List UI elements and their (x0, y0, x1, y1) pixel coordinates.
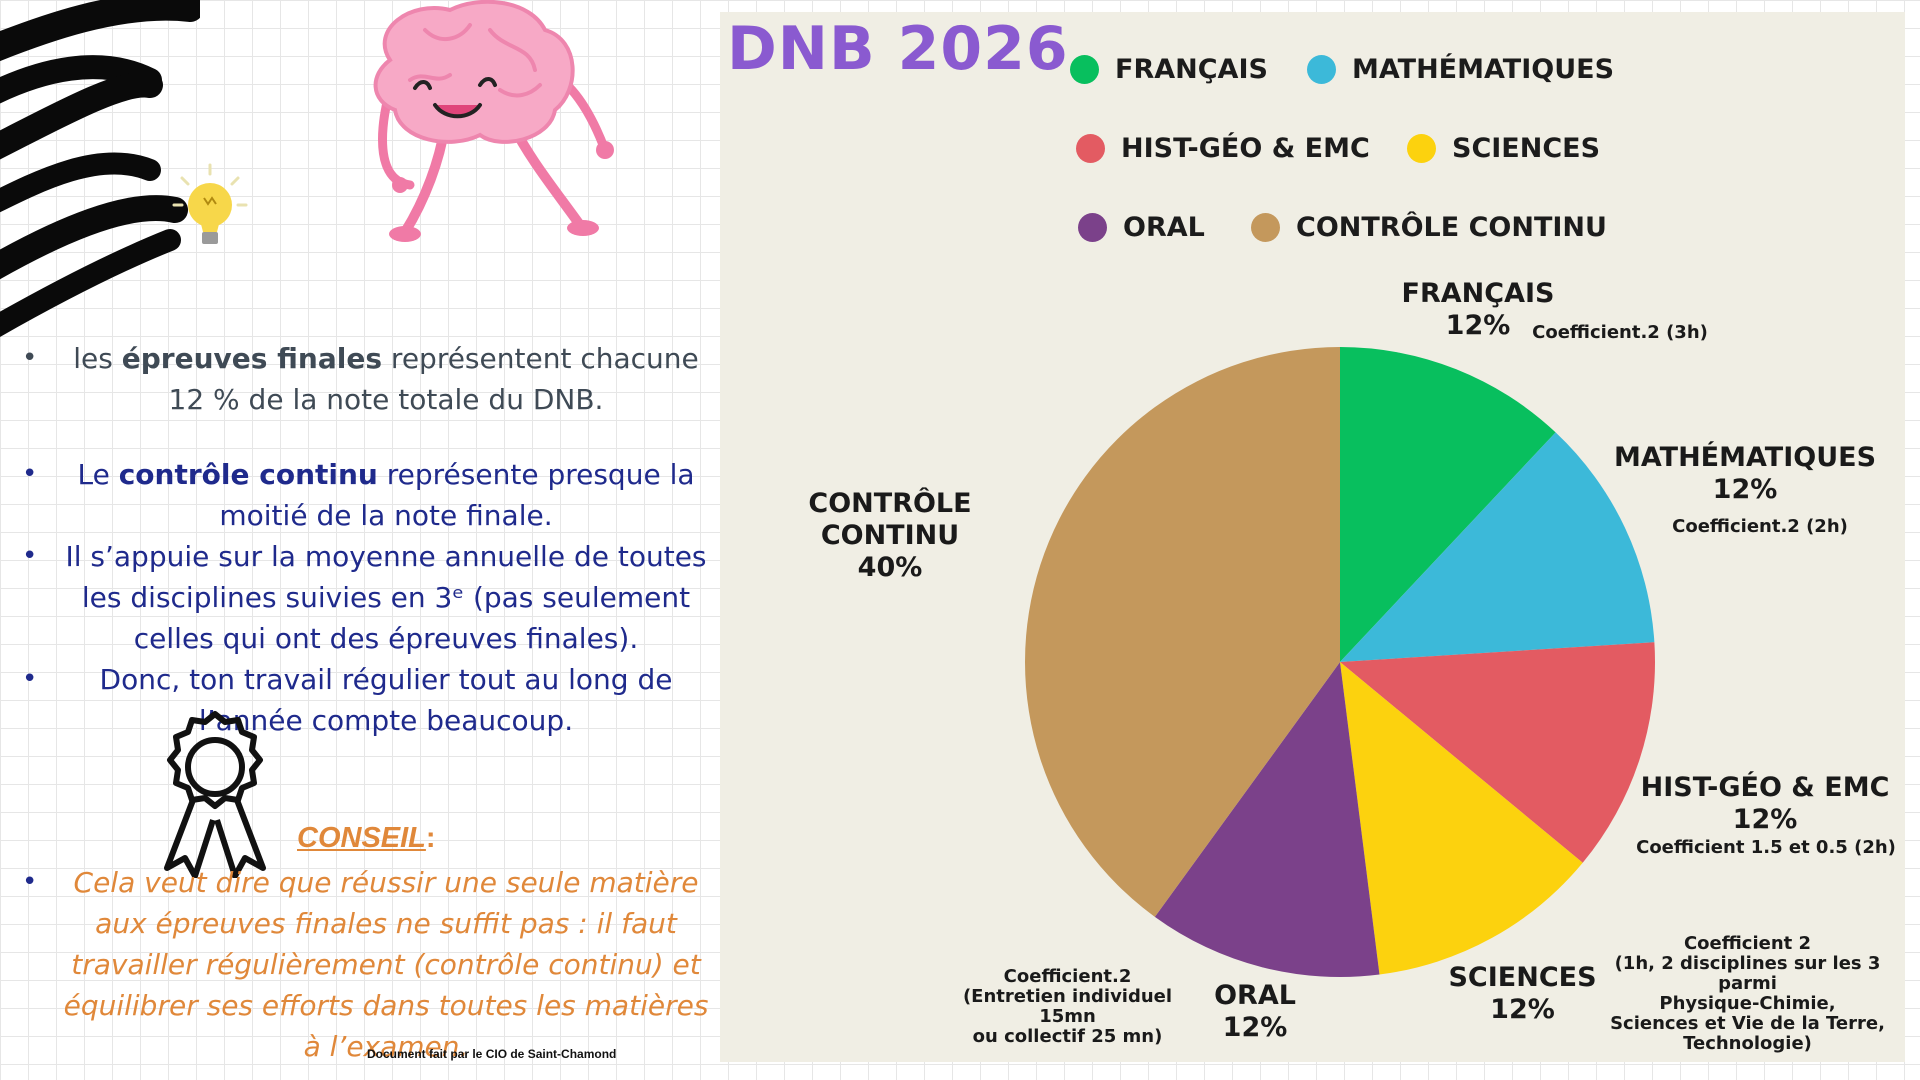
bullet-conseil-text: • Cela veut dire que réussir une seule m… (22, 862, 720, 1067)
legend-item-histgeo: HIST-GÉO & EMC (1076, 133, 1370, 164)
legend-swatch (1078, 213, 1107, 242)
pie-slice-hist-g-o-emc (1340, 642, 1655, 863)
pie-chart (1025, 347, 1655, 977)
footer-credit: Document fait par le CIO de Saint-Chamon… (367, 1047, 617, 1061)
legend-swatch (1251, 213, 1280, 242)
bold-epreuves-finales: épreuves finales (121, 342, 383, 375)
chart-title: DNB 2026 (727, 14, 1069, 84)
pie-slice-oral (1154, 662, 1380, 977)
pie-slice-sciences (1340, 662, 1583, 975)
slice-coef-mathematiques: Coefficient.2 (2h) (1672, 516, 1848, 537)
slice-coef-oral: Coefficient.2 (Entretien individuel 15mn… (962, 966, 1173, 1047)
slice-label-histgeo: HIST-GÉO & EMC 12% (1640, 772, 1890, 835)
slice-label-oral: ORAL 12% (1214, 980, 1296, 1043)
bullet-dot: • (22, 541, 38, 571)
bullet-epreuves-finales: • les épreuves finales représentent chac… (22, 338, 720, 420)
slice-label-mathematiques: MATHÉMATIQUES 12% (1613, 442, 1877, 505)
slice-label-sciences: SCIENCES 12% (1448, 962, 1597, 1025)
pie-slice-contr-le-continu (1025, 347, 1340, 917)
legend-item-francais: FRANÇAIS (1070, 54, 1268, 85)
legend-swatch (1070, 55, 1099, 84)
pie-slice-fran-ais (1340, 347, 1556, 662)
legend-swatch (1407, 134, 1436, 163)
brain-mascot-icon (373, 0, 614, 242)
legend-swatch (1076, 134, 1105, 163)
bold-controle-continu: contrôle continu (118, 458, 378, 491)
legend-item-controle-continu: CONTRÔLE CONTINU (1251, 212, 1607, 243)
bullet-controle-continu: • Le contrôle continu représente presque… (22, 454, 720, 536)
bullet-travail-regulier: • Donc, ton travail régulier tout au lon… (22, 659, 720, 741)
slice-coef-histgeo: Coefficient 1.5 et 0.5 (2h) (1636, 837, 1896, 858)
bullet-dot: • (22, 459, 38, 489)
light-bulb-icon (172, 163, 248, 244)
slice-label-francais: FRANÇAIS 12% (1401, 278, 1555, 341)
slice-coef-sciences: Coefficient 2 (1h, 2 disciplines sur les… (1610, 933, 1885, 1054)
legend-swatch (1307, 55, 1336, 84)
legend-item-oral: ORAL (1078, 212, 1205, 243)
conseil-heading: CONSEIL: (297, 822, 436, 854)
pie-slice-math-matiques (1340, 432, 1655, 662)
slice-coef-francais: Coefficient.2 (3h) (1532, 322, 1708, 343)
award-ribbon-icon (164, 711, 266, 878)
legend-item-sciences: SCIENCES (1407, 133, 1600, 164)
slice-label-controle-continu: CONTRÔLE CONTINU 40% (808, 488, 972, 583)
bullet-dot: • (22, 343, 38, 373)
brush-strokes-decoration (0, 0, 200, 337)
bullet-dot: • (22, 664, 38, 694)
legend-item-mathematiques: MATHÉMATIQUES (1307, 54, 1614, 85)
bullet-moyenne-annuelle: • Il s’appuie sur la moyenne annuelle de… (22, 536, 720, 659)
bullet-dot: • (22, 867, 38, 897)
